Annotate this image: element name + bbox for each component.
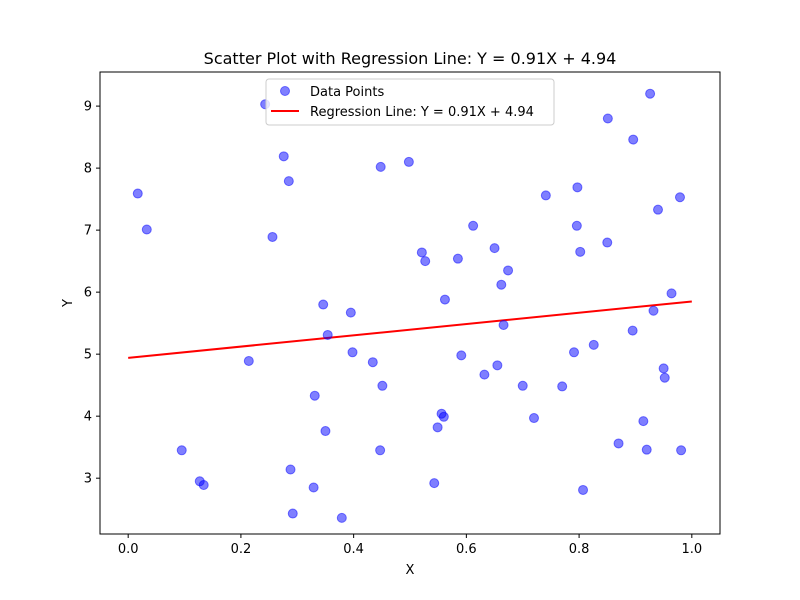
- data-point: [322, 329, 333, 340]
- data-point: [375, 161, 386, 172]
- legend: Data Points Regression Line: Y = 0.91X +…: [265, 78, 555, 126]
- data-point: [588, 339, 599, 350]
- data-point: [141, 224, 152, 235]
- data-point: [496, 279, 507, 290]
- y-tick-label: 3: [84, 472, 92, 487]
- data-point: [666, 288, 677, 299]
- y-tick-label: 7: [84, 224, 92, 239]
- data-point: [439, 294, 450, 305]
- x-tick-label: 0.0: [118, 542, 139, 557]
- data-point: [641, 444, 652, 455]
- legend-box: [265, 78, 555, 126]
- data-point: [529, 413, 539, 424]
- data-point: [283, 176, 294, 187]
- data-point: [645, 88, 656, 99]
- data-point: [468, 220, 479, 231]
- legend-marker-data-points: [280, 86, 290, 96]
- data-point: [403, 156, 414, 167]
- data-point: [416, 247, 427, 258]
- x-tick-label: 0.8: [569, 542, 590, 557]
- x-axis: 0.0 0.2 0.4 0.6 0.8 1.0: [118, 534, 702, 557]
- data-point: [176, 445, 187, 456]
- legend-label-regression-line: Regression Line: Y = 0.91X + 4.94: [310, 105, 534, 120]
- data-point: [347, 347, 358, 358]
- data-point: [648, 305, 659, 316]
- regression-line-group: [128, 300, 692, 359]
- data-point: [658, 363, 669, 374]
- data-point: [336, 512, 347, 523]
- data-point: [375, 445, 386, 456]
- y-axis: 3 4 5 6 7 8 9: [84, 100, 100, 487]
- data-point: [377, 380, 388, 391]
- data-point: [198, 480, 209, 491]
- data-point: [571, 220, 582, 231]
- data-point: [479, 369, 490, 380]
- data-point: [503, 265, 514, 276]
- data-point: [456, 350, 467, 361]
- data-point: [674, 192, 685, 203]
- data-point: [278, 151, 289, 162]
- data-point: [572, 182, 583, 193]
- y-tick-label: 5: [84, 348, 92, 363]
- data-point: [243, 355, 254, 366]
- data-point: [489, 243, 500, 254]
- data-point: [132, 188, 143, 199]
- data-point: [285, 464, 296, 475]
- data-point: [420, 256, 431, 267]
- x-axis-label: X: [406, 563, 415, 578]
- data-point: [638, 416, 649, 427]
- data-point: [613, 438, 624, 449]
- data-point: [540, 190, 551, 201]
- x-tick-label: 1.0: [681, 542, 702, 557]
- x-tick-label: 0.6: [456, 542, 477, 557]
- data-point: [557, 381, 568, 392]
- y-axis-label: Y: [61, 299, 76, 308]
- data-point: [287, 508, 298, 519]
- x-tick-label: 0.4: [343, 542, 364, 557]
- data-point: [676, 445, 687, 456]
- chart-title: Scatter Plot with Regression Line: Y = 0…: [204, 49, 617, 68]
- data-point: [367, 357, 378, 368]
- data-point: [578, 484, 589, 495]
- y-tick-label: 4: [84, 410, 92, 425]
- y-tick-label: 9: [84, 100, 92, 115]
- data-point: [438, 411, 449, 422]
- data-point: [432, 422, 443, 433]
- data-point: [498, 320, 509, 331]
- data-point: [492, 360, 503, 371]
- data-point: [267, 231, 278, 242]
- legend-label-data-points: Data Points: [310, 85, 384, 100]
- data-point: [627, 325, 638, 336]
- data-point: [628, 134, 639, 145]
- data-point: [345, 307, 356, 318]
- y-tick-label: 6: [84, 286, 92, 301]
- regression-line: [128, 300, 692, 359]
- data-point: [653, 204, 663, 215]
- data-point: [309, 390, 320, 401]
- data-point: [452, 253, 463, 264]
- plot-frame: [99, 71, 721, 535]
- data-point: [429, 478, 440, 489]
- data-point: [602, 113, 613, 124]
- data-point: [575, 246, 586, 257]
- data-point: [308, 482, 319, 493]
- x-tick-label: 0.2: [231, 542, 252, 557]
- data-point: [602, 237, 613, 248]
- data-point: [320, 426, 331, 437]
- data-point: [318, 299, 329, 310]
- data-point: [517, 380, 528, 391]
- data-point: [659, 372, 670, 383]
- data-point: [569, 347, 580, 358]
- y-tick-label: 8: [84, 162, 92, 177]
